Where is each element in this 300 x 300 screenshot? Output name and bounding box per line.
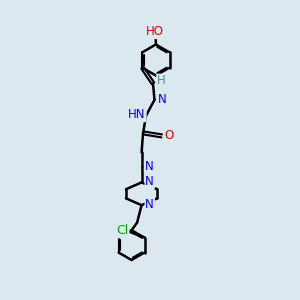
Text: HN: HN <box>128 108 146 122</box>
Text: N: N <box>158 93 166 106</box>
Text: N: N <box>145 198 154 211</box>
Text: O: O <box>165 129 174 142</box>
Text: N: N <box>145 160 154 173</box>
Text: N: N <box>145 175 154 188</box>
Text: HO: HO <box>146 25 164 38</box>
Text: H: H <box>157 74 166 88</box>
Text: Cl: Cl <box>116 224 129 238</box>
